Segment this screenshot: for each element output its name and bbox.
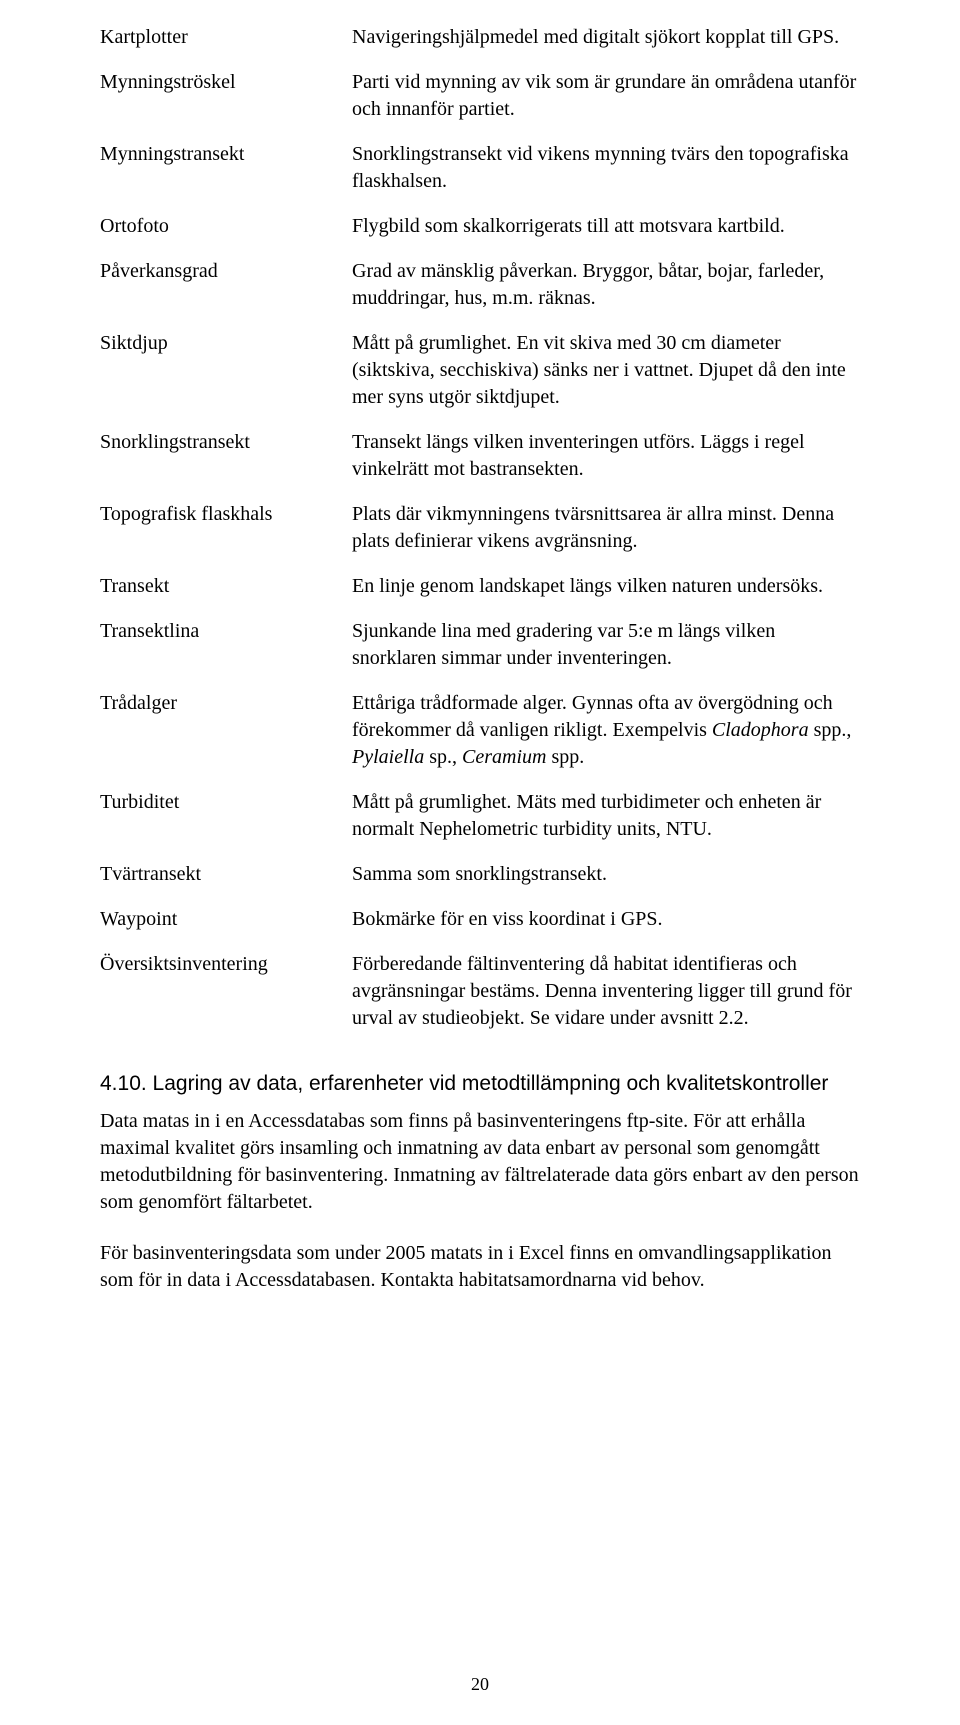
glossary-row: MynningstransektSnorklingstransekt vid v…	[100, 141, 860, 195]
glossary-row: Topografisk flaskhalsPlats där vikmynnin…	[100, 501, 860, 555]
glossary-definition: Bokmärke för en viss koordinat i GPS.	[352, 906, 860, 933]
glossary-list: KartplotterNavigeringshjälpmedel med dig…	[100, 24, 860, 1032]
glossary-term: Kartplotter	[100, 24, 352, 51]
glossary-row: SnorklingstransektTransekt längs vilken …	[100, 429, 860, 483]
glossary-definition: Mått på grumlighet. Mäts med turbidimete…	[352, 789, 860, 843]
glossary-term: Trådalger	[100, 690, 352, 717]
glossary-definition: Mått på grumlighet. En vit skiva med 30 …	[352, 330, 860, 411]
glossary-definition: Förberedande fältinventering då habitat …	[352, 951, 860, 1032]
glossary-row: KartplotterNavigeringshjälpmedel med dig…	[100, 24, 860, 51]
page-number: 20	[0, 1674, 960, 1695]
glossary-row: TransektEn linje genom landskapet längs …	[100, 573, 860, 600]
glossary-row: MynningströskelParti vid mynning av vik …	[100, 69, 860, 123]
glossary-term: Transektlina	[100, 618, 352, 645]
glossary-term: Tvärtransekt	[100, 861, 352, 888]
glossary-term: Mynningstransekt	[100, 141, 352, 168]
glossary-definition: Parti vid mynning av vik som är grundare…	[352, 69, 860, 123]
glossary-definition: Plats där vikmynningens tvärsnittsarea ä…	[352, 501, 860, 555]
glossary-term: Påverkansgrad	[100, 258, 352, 285]
glossary-term: Siktdjup	[100, 330, 352, 357]
glossary-definition: Sjunkande lina med gradering var 5:e m l…	[352, 618, 860, 672]
glossary-row: TvärtransektSamma som snorklingstransekt…	[100, 861, 860, 888]
glossary-definition: Grad av mänsklig påverkan. Bryggor, båta…	[352, 258, 860, 312]
glossary-row: SiktdjupMått på grumlighet. En vit skiva…	[100, 330, 860, 411]
glossary-row: PåverkansgradGrad av mänsklig påverkan. …	[100, 258, 860, 312]
glossary-term: Transekt	[100, 573, 352, 600]
glossary-row: OrtofotoFlygbild som skalkorrigerats til…	[100, 213, 860, 240]
glossary-definition: Samma som snorklingstransekt.	[352, 861, 860, 888]
document-page: KartplotterNavigeringshjälpmedel med dig…	[0, 0, 960, 1725]
glossary-definition: En linje genom landskapet längs vilken n…	[352, 573, 860, 600]
glossary-term: Mynningströskel	[100, 69, 352, 96]
glossary-row: TrådalgerEttåriga trådformade alger. Gyn…	[100, 690, 860, 771]
glossary-term: Snorklingstransekt	[100, 429, 352, 456]
glossary-row: TurbiditetMått på grumlighet. Mäts med t…	[100, 789, 860, 843]
glossary-row: ÖversiktsinventeringFörberedande fältinv…	[100, 951, 860, 1032]
section-heading: 4.10. Lagring av data, erfarenheter vid …	[100, 1072, 860, 1096]
glossary-row: WaypointBokmärke för en viss koordinat i…	[100, 906, 860, 933]
glossary-term: Ortofoto	[100, 213, 352, 240]
glossary-definition: Snorklingstransekt vid vikens mynning tv…	[352, 141, 860, 195]
body-paragraph-1: Data matas in i en Accessdatabas som fin…	[100, 1108, 860, 1216]
glossary-definition: Flygbild som skalkorrigerats till att mo…	[352, 213, 860, 240]
glossary-row: TransektlinaSjunkande lina med gradering…	[100, 618, 860, 672]
body-paragraph-2: För basinventeringsdata som under 2005 m…	[100, 1240, 860, 1294]
glossary-term: Waypoint	[100, 906, 352, 933]
glossary-definition: Navigeringshjälpmedel med digitalt sjöko…	[352, 24, 860, 51]
glossary-term: Topografisk flaskhals	[100, 501, 352, 528]
glossary-definition: Ettåriga trådformade alger. Gynnas ofta …	[352, 690, 860, 771]
glossary-term: Översiktsinventering	[100, 951, 352, 978]
glossary-definition: Transekt längs vilken inventeringen utfö…	[352, 429, 860, 483]
glossary-term: Turbiditet	[100, 789, 352, 816]
